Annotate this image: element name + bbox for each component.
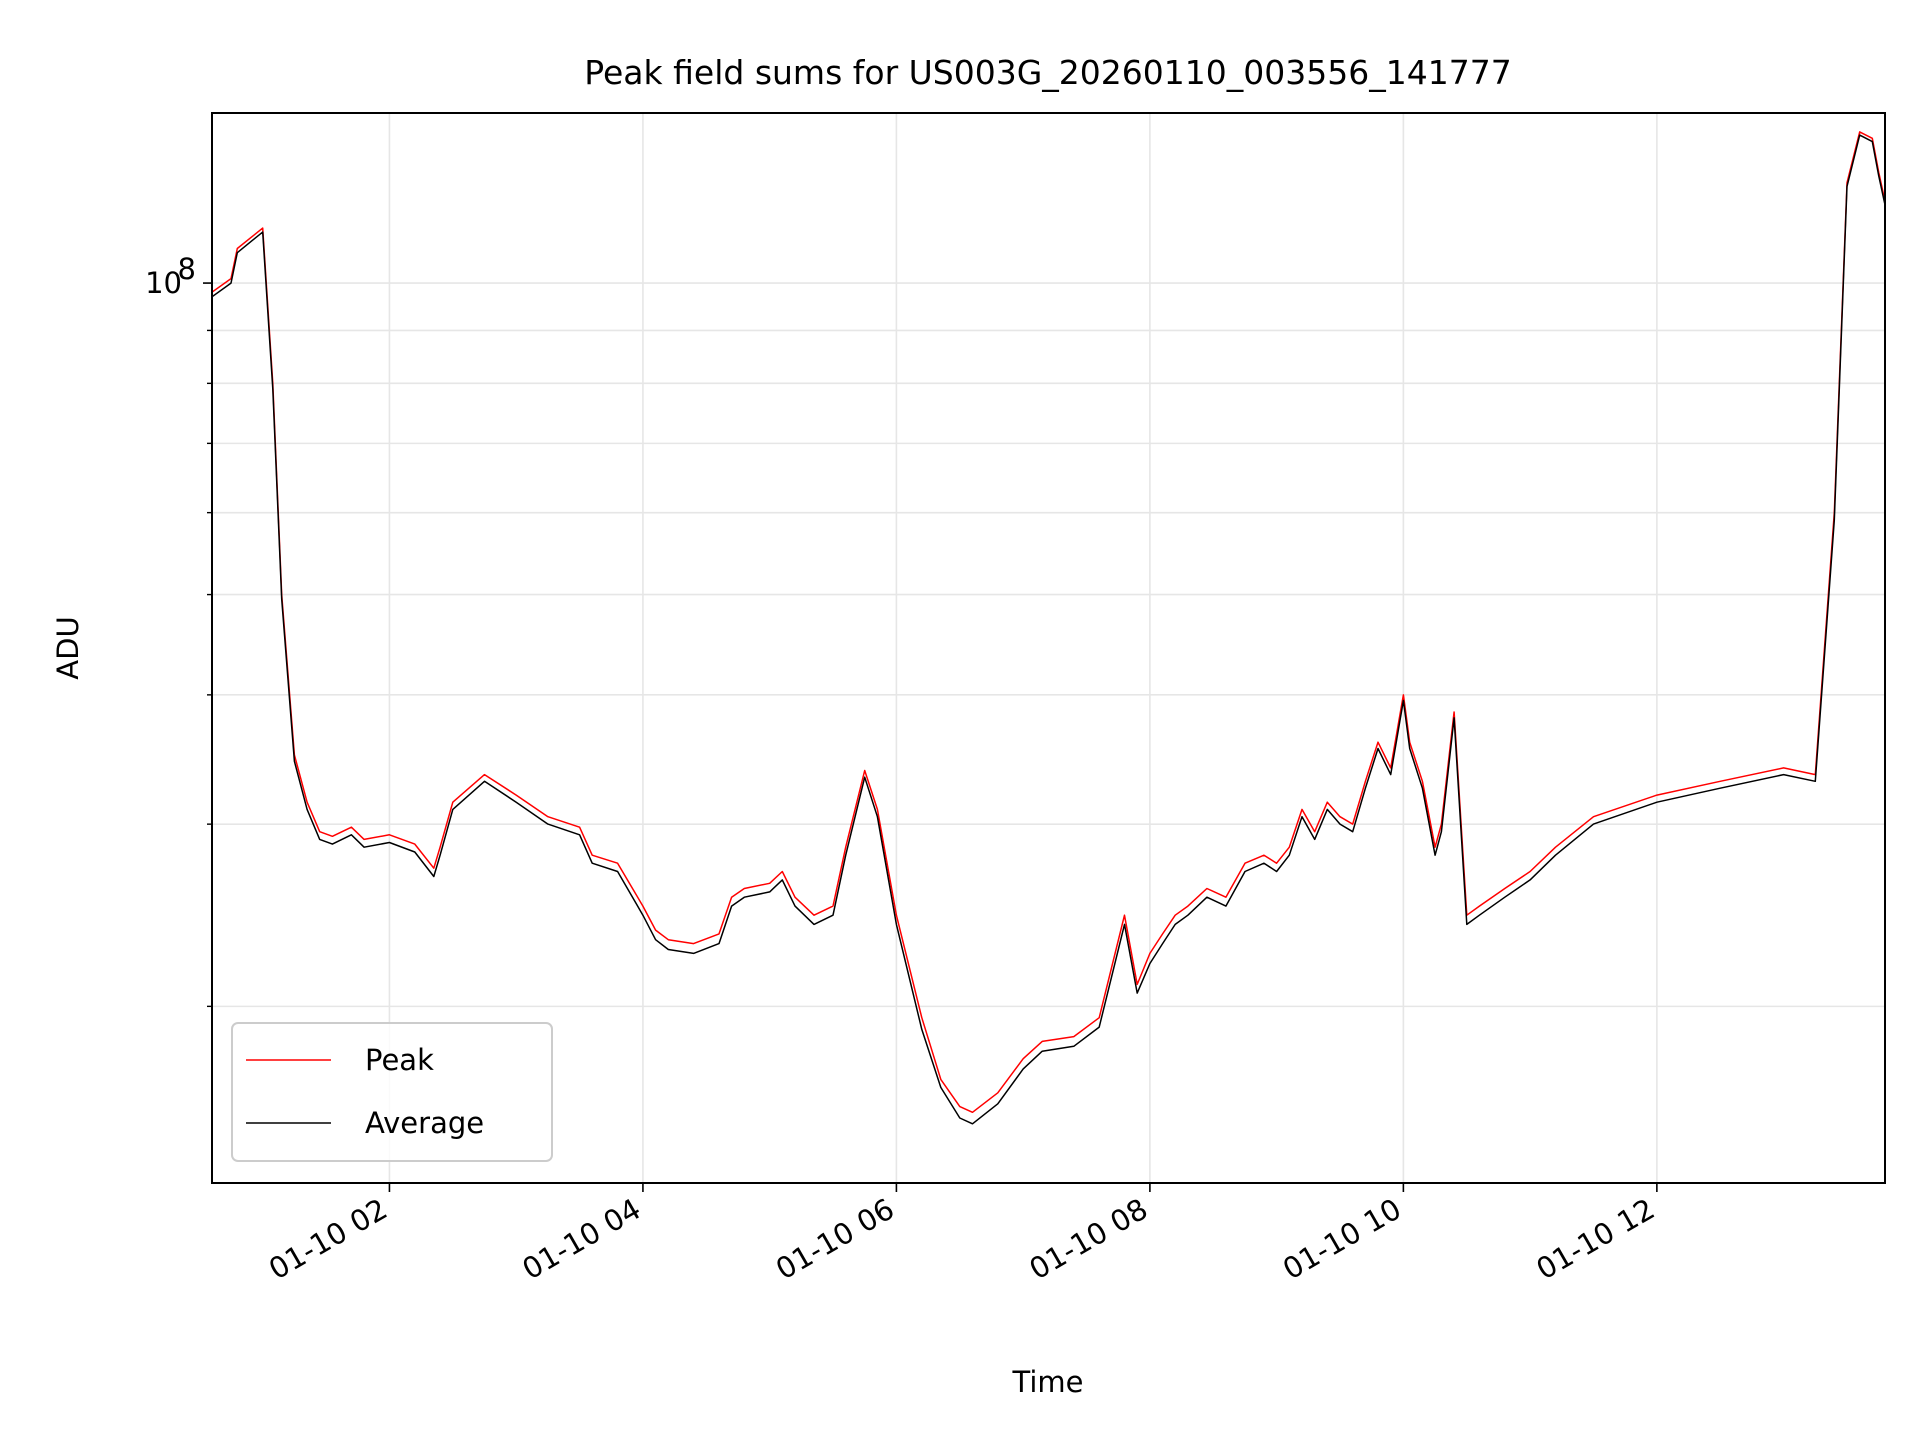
y-tick-label: 10 — [145, 266, 182, 300]
legend-label-average: Average — [365, 1106, 484, 1140]
legend-label-peak: Peak — [365, 1043, 434, 1077]
y-axis-ticks: 108 — [145, 252, 212, 1008]
grid — [212, 113, 1885, 1183]
y-axis-label: ADU — [51, 616, 85, 679]
legend-box — [231, 1022, 553, 1162]
plot-frame — [211, 112, 1886, 1184]
y-tick-base: 10 — [145, 266, 182, 300]
y-tick-exponent: 8 — [178, 252, 196, 286]
legend: Peak Average — [231, 1022, 553, 1162]
series-layer — [212, 131, 1885, 1125]
x-axis-label: Time — [1012, 1365, 1084, 1399]
series-line-average — [212, 134, 1885, 1125]
chart-title: Peak field sums for US003G_20260110_0035… — [584, 53, 1511, 92]
